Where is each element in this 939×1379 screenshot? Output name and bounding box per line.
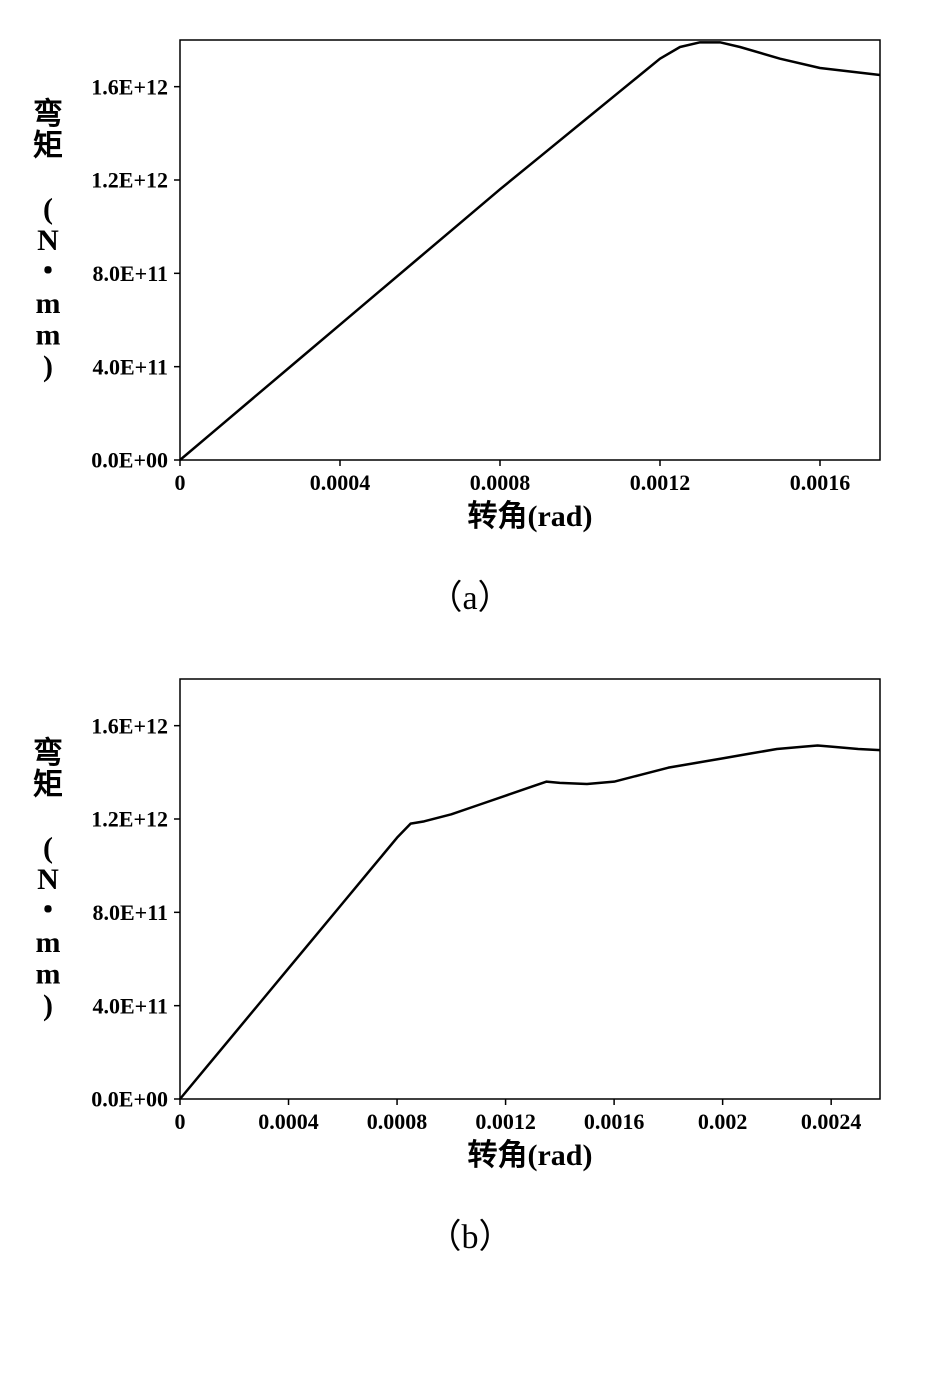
x-tick-label: 0.0004 xyxy=(258,1109,319,1134)
y-tick-label: 1.6E+12 xyxy=(91,713,168,738)
x-tick-label: 0.0004 xyxy=(310,470,371,495)
chart-a-block: 0 0.0004 0.0008 0.0012 0.0016 0.0E+00 4.0E+11 8… xyxy=(20,20,920,619)
y-tick-label: 0.0E+00 xyxy=(91,1087,168,1112)
x-tick-label: 0.0024 xyxy=(801,1109,862,1134)
y-tick-label: 1.2E+12 xyxy=(91,168,168,193)
x-tick-label: 0 xyxy=(175,470,186,495)
x-axis-label: 转角(rad) xyxy=(468,500,593,533)
y-tick-label: 1.2E+12 xyxy=(91,807,168,832)
plot-frame xyxy=(180,40,880,460)
y-tick-label: 4.0E+11 xyxy=(93,354,169,379)
y-tick-label: 0.0E+00 xyxy=(91,448,168,473)
x-tick-label: 0.0012 xyxy=(475,1109,536,1134)
y-tick-label: 8.0E+11 xyxy=(93,900,169,925)
x-tick-label: 0.002 xyxy=(698,1109,748,1134)
x-tick-label: 0.0016 xyxy=(790,470,851,495)
chart-b-sublabel: （b） xyxy=(20,1209,920,1258)
chart-b-svg: 0 0.0004 0.0008 0.0012 0.0016 0.002 0.0024 0.0E… xyxy=(20,659,890,1179)
y-tick-label: 4.0E+11 xyxy=(93,993,169,1018)
y-tick-label: 1.6E+12 xyxy=(91,74,168,99)
chart-a-svg: 0 0.0004 0.0008 0.0012 0.0016 0.0E+00 4.0E+11 8… xyxy=(20,20,890,540)
x-tick-label: 0.0012 xyxy=(630,470,691,495)
chart-b-block: 0 0.0004 0.0008 0.0012 0.0016 0.002 0.0024 0.0E… xyxy=(20,659,920,1258)
y-axis-label: 弯矩 (N・mm) xyxy=(33,736,63,1022)
y-tick-label: 8.0E+11 xyxy=(93,261,169,286)
x-tick-label: 0.0008 xyxy=(367,1109,428,1134)
x-tick-label: 0 xyxy=(175,1109,186,1134)
figure-container: 0 0.0004 0.0008 0.0012 0.0016 0.0E+00 4.0E+11 8… xyxy=(20,20,920,1258)
y-axis-label: 弯矩 (N・mm) xyxy=(33,97,63,383)
x-axis-label: 转角(rad) xyxy=(468,1139,593,1172)
x-tick-label: 0.0008 xyxy=(470,470,531,495)
x-tick-label: 0.0016 xyxy=(584,1109,645,1134)
plot-frame xyxy=(180,679,880,1099)
chart-a-sublabel: （a） xyxy=(20,570,920,619)
